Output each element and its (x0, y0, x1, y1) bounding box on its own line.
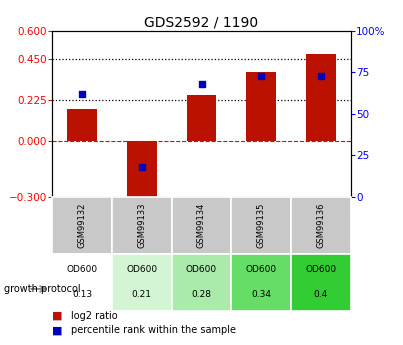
Bar (172, 197, 231, 254)
Text: ■: ■ (52, 325, 63, 335)
Point (139, 164, 145, 170)
Bar (52, 197, 112, 254)
Bar (231, 254, 291, 310)
Text: 0.34: 0.34 (251, 290, 271, 299)
Bar (127, 141, 157, 209)
Bar (172, 254, 231, 310)
Bar (112, 197, 172, 254)
Text: 0.13: 0.13 (72, 290, 92, 299)
Text: 0.4: 0.4 (314, 290, 328, 299)
Bar (187, 95, 216, 141)
Text: growth protocol: growth protocol (4, 284, 81, 294)
Title: GDS2592 / 1190: GDS2592 / 1190 (144, 16, 259, 30)
Bar (67, 109, 97, 141)
Bar (291, 254, 351, 310)
Text: log2 ratio: log2 ratio (71, 311, 117, 321)
Text: GSM99134: GSM99134 (197, 203, 206, 248)
Text: GSM99135: GSM99135 (257, 203, 266, 248)
Text: percentile rank within the sample: percentile rank within the sample (71, 325, 235, 335)
Text: OD600: OD600 (66, 265, 98, 274)
Text: OD600: OD600 (186, 265, 217, 274)
Bar (306, 54, 336, 141)
Bar (112, 254, 172, 310)
Bar (291, 197, 351, 254)
Bar (231, 197, 291, 254)
Text: OD600: OD600 (126, 265, 158, 274)
Text: GSM99133: GSM99133 (137, 203, 146, 248)
Bar (246, 71, 276, 141)
Text: OD600: OD600 (245, 265, 277, 274)
Point (198, 81, 205, 87)
Point (258, 73, 264, 79)
Point (79, 91, 85, 97)
Text: ■: ■ (52, 311, 63, 321)
Text: GSM99136: GSM99136 (316, 203, 325, 248)
Text: 0.28: 0.28 (191, 290, 212, 299)
Point (318, 73, 324, 79)
Text: OD600: OD600 (305, 265, 337, 274)
Text: GSM99132: GSM99132 (78, 203, 87, 248)
Bar (52, 254, 112, 310)
Text: 0.21: 0.21 (132, 290, 152, 299)
